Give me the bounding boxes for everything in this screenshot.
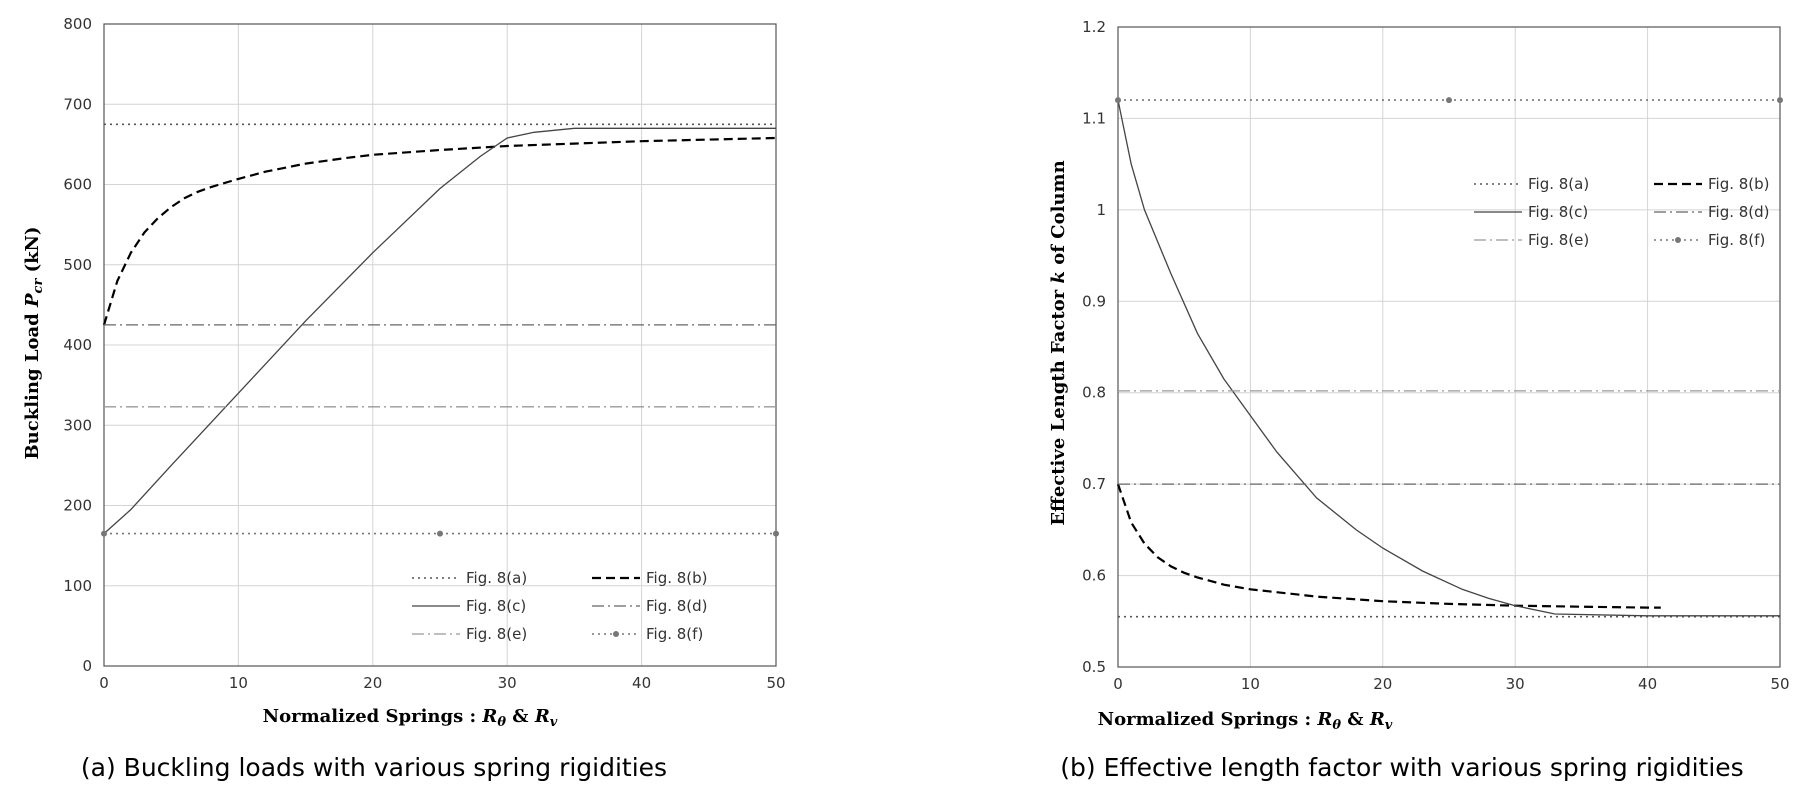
y-axis-title-b: Effective Length Factor k of Column	[1048, 160, 1069, 525]
x-tick-label-b: 30	[1506, 675, 1525, 693]
x-tick-label-b: 40	[1638, 675, 1657, 693]
x-axis-title-a-v-sub: v	[550, 715, 558, 730]
point-fig-8-f-b	[1446, 97, 1452, 104]
y-axis-title-a-cr: cr	[31, 278, 46, 294]
x-axis-title-a-amp: &	[506, 706, 535, 727]
x-axis-title-b-r-v: R	[1369, 709, 1385, 730]
plot-border-b	[1117, 26, 1781, 668]
y-axis-title-a: Buckling Load Pcr (kN)	[22, 226, 46, 459]
caption-b: (b) Effective length factor with various…	[1060, 753, 1743, 782]
legend-label-fig-8-a-b: Fig. 8(a)	[1528, 175, 1589, 193]
x-tick-label-b: 0	[1113, 675, 1123, 693]
y-axis-title-b-k: k	[1048, 271, 1069, 283]
legend-label-fig-8-d-a: Fig. 8(d)	[646, 597, 708, 615]
y-axis-title-a-text: Buckling Load	[22, 307, 43, 460]
x-tick-label-a: 10	[229, 674, 248, 692]
grid-b	[1117, 26, 1781, 668]
y-tick-label-b: 0.8	[1082, 384, 1106, 402]
x-axis-title-a-r-theta: R	[481, 706, 497, 727]
legend-label-fig-8-e-a: Fig. 8(e)	[466, 625, 527, 643]
y-tick-label-a: 400	[63, 336, 92, 354]
x-tick-label-a: 40	[632, 674, 651, 692]
legend-label-fig-8-b-a: Fig. 8(b)	[646, 569, 708, 587]
point-fig-8-f-b	[1115, 97, 1121, 104]
legend-label-fig-8-a-a: Fig. 8(a)	[466, 569, 527, 587]
legend-label-fig-8-b-b: Fig. 8(b)	[1708, 175, 1770, 193]
point-fig-8-f-a	[773, 530, 779, 537]
chart-panel-b: 0 10 20 30 40 50 0.5 0.6 0.7 0.8 0.9 1 1.1 1.2 Fig. 8…	[1048, 18, 1790, 782]
series-fig-8-b-b	[1116, 483, 1661, 609]
y-tick-label-b: 0.6	[1082, 567, 1106, 585]
y-tick-label-b: 0.5	[1082, 658, 1106, 676]
legend-label-fig-8-c-b: Fig. 8(c)	[1528, 203, 1588, 221]
x-axis-title-a-theta-sub: θ	[497, 715, 506, 730]
y-tick-label-b: 0.9	[1082, 292, 1106, 310]
y-tick-label-a: 0	[82, 657, 92, 675]
legend-b: Fig. 8(a) Fig. 8(b) Fig. 8(c) Fig. 8(d) Fig.…	[1474, 175, 1770, 249]
y-tick-label-a: 200	[63, 497, 92, 515]
legend-label-fig-8-f-b: Fig. 8(f)	[1708, 231, 1765, 249]
y-tick-label-b: 1.2	[1082, 18, 1106, 36]
legend-label-fig-8-f-a: Fig. 8(f)	[646, 625, 703, 643]
x-tick-label-a: 20	[363, 674, 382, 692]
x-axis-title-b-amp: &	[1341, 709, 1370, 730]
point-fig-8-f-a	[101, 530, 107, 537]
y-axis-title-b-rest: of Column	[1048, 160, 1069, 271]
x-axis-title-a-r-v: R	[534, 706, 550, 727]
y-tick-label-a: 500	[63, 256, 92, 274]
x-axis-title-b: Normalized Springs : Rθ & Rv	[1098, 709, 1393, 733]
y-tick-label-a: 700	[63, 95, 92, 113]
x-axis-title-b-theta-sub: θ	[1332, 718, 1341, 733]
legend-marker-a	[613, 631, 619, 637]
legend-a: Fig. 8(a) Fig. 8(b) Fig. 8(c) Fig. 8(d) Fig.…	[412, 569, 708, 643]
series-group-a	[101, 123, 779, 537]
x-axis-title-a: Normalized Springs : Rθ & Rv	[263, 706, 558, 730]
point-fig-8-f-a	[437, 530, 443, 537]
x-tick-label-a: 0	[99, 674, 109, 692]
x-axis-title-a-text: Normalized Springs :	[263, 706, 483, 727]
x-axis-title-b-r-theta: R	[1316, 709, 1332, 730]
y-tick-label-b: 1.1	[1082, 109, 1106, 127]
series-fig-8-b-a	[102, 136, 777, 326]
y-tick-label-a: 800	[63, 15, 92, 33]
series-fig-8-c-b	[1117, 99, 1780, 617]
legend-label-fig-8-d-b: Fig. 8(d)	[1708, 203, 1770, 221]
y-axis-title-a-p: P	[22, 293, 43, 308]
y-tick-label-a: 300	[63, 416, 92, 434]
y-axis-title-b-text: Effective Length Factor	[1048, 283, 1069, 525]
caption-a: (a) Buckling loads with various spring r…	[81, 753, 667, 782]
x-tick-label-b: 50	[1770, 675, 1789, 693]
legend-marker-b	[1675, 237, 1681, 243]
plot-area-a	[103, 23, 777, 667]
x-tick-label-b: 10	[1241, 675, 1260, 693]
y-tick-label-b: 0.7	[1082, 475, 1106, 493]
x-axis-title-b-text: Normalized Springs :	[1098, 709, 1318, 730]
y-tick-label-b: 1	[1096, 201, 1106, 219]
tick-labels-b: 0 10 20 30 40 50 0.5 0.6 0.7 0.8 0.9 1 1.1 1.2	[1082, 18, 1789, 693]
x-tick-label-a: 30	[498, 674, 517, 692]
plot-border-a	[103, 23, 777, 667]
y-tick-label-a: 600	[63, 176, 92, 194]
x-axis-title-b-v-sub: v	[1385, 718, 1393, 733]
y-axis-title-a-unit: (kN)	[22, 226, 43, 278]
plot-area-b	[1117, 26, 1781, 668]
series-group-b	[1115, 97, 1783, 618]
x-tick-label-a: 50	[766, 674, 785, 692]
legend-label-fig-8-e-b: Fig. 8(e)	[1528, 231, 1589, 249]
point-fig-8-f-b	[1777, 97, 1783, 104]
series-fig-8-c-a	[103, 127, 776, 535]
x-tick-label-b: 20	[1373, 675, 1392, 693]
legend-label-fig-8-c-a: Fig. 8(c)	[466, 597, 526, 615]
y-tick-label-a: 100	[63, 577, 92, 595]
